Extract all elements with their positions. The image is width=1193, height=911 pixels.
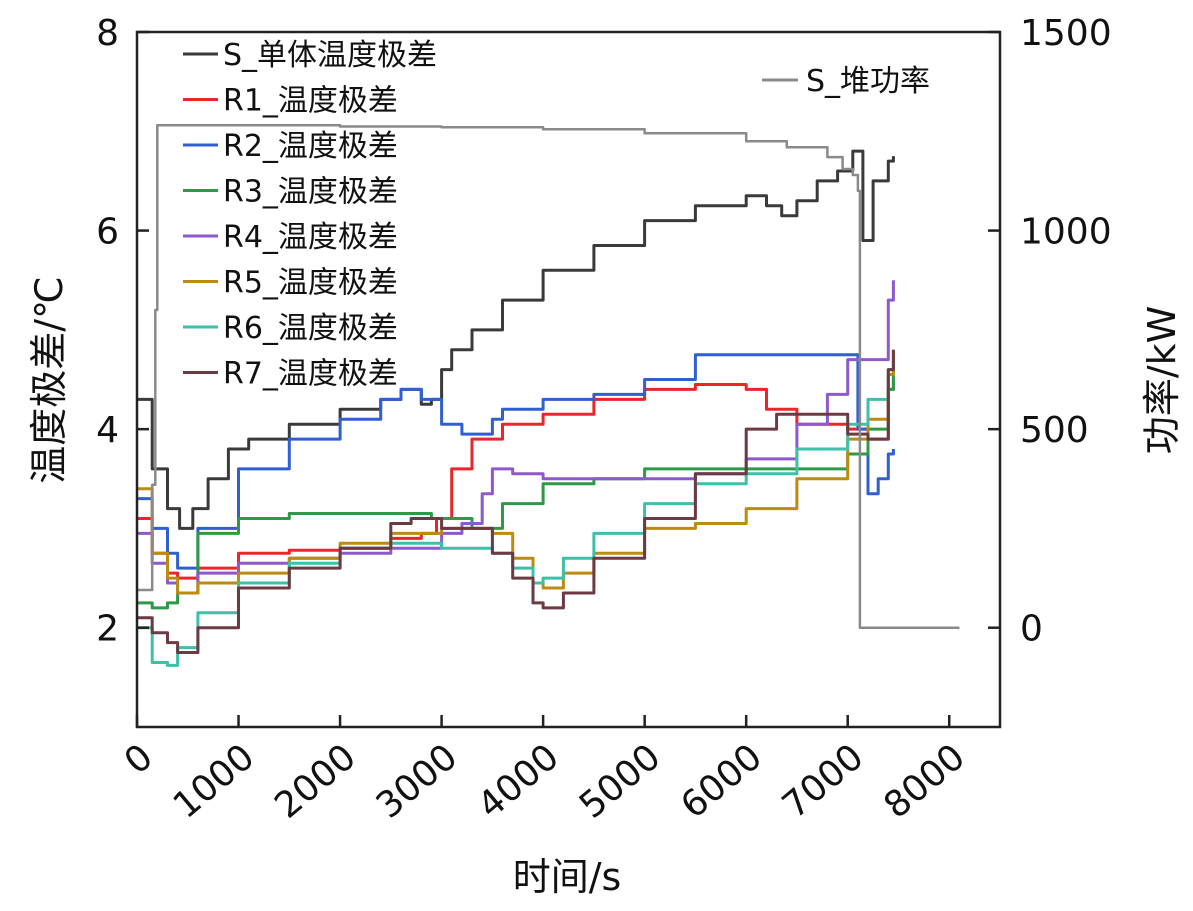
y-right-tick-label: 1000 <box>1020 212 1112 253</box>
x-axis-label: 时间/s <box>513 855 622 899</box>
y-right-tick-label: 500 <box>1020 410 1089 451</box>
y-left-tick-label: 4 <box>96 410 119 451</box>
series-line-7 <box>137 359 895 667</box>
legend-label-2: R1_温度极差 <box>223 84 398 119</box>
series-line-6 <box>137 349 895 595</box>
series-layer <box>137 124 960 667</box>
series-line-3 <box>137 353 895 570</box>
legend-label-7: R6_温度极差 <box>223 311 398 346</box>
legend-label-right: S_堆功率 <box>806 64 930 99</box>
y-axis-right-label: 功率/kW <box>1140 306 1184 454</box>
series-line-8 <box>137 349 895 654</box>
y-left-tick-label: 2 <box>96 609 119 650</box>
y-left-tick-label: 8 <box>96 13 119 54</box>
y-left-tick-label: 6 <box>96 212 119 253</box>
legend-label-1: S_单体温度极差 <box>223 38 437 73</box>
legend-left: S_单体温度极差 R1_温度极差 R2_温度极差 R3_温度极差 R4_温度极差 R5_温… <box>183 38 437 392</box>
series-line-9 <box>137 124 960 629</box>
legend-label-6: R5_温度极差 <box>223 266 398 301</box>
y-right-tick-label: 1500 <box>1020 13 1112 54</box>
y-axis-left-label: 温度极差/℃ <box>27 276 71 483</box>
legend-label-5: R4_温度极差 <box>223 220 398 255</box>
legend-label-4: R3_温度极差 <box>223 175 398 210</box>
legend-label-3: R2_温度极差 <box>223 129 398 164</box>
plot-frame <box>135 30 1002 729</box>
y-right-tick-label: 0 <box>1020 609 1043 650</box>
legend-label-8: R7_温度极差 <box>223 357 398 392</box>
legend-right: S_堆功率 <box>762 64 930 99</box>
series-line-1 <box>137 149 895 530</box>
